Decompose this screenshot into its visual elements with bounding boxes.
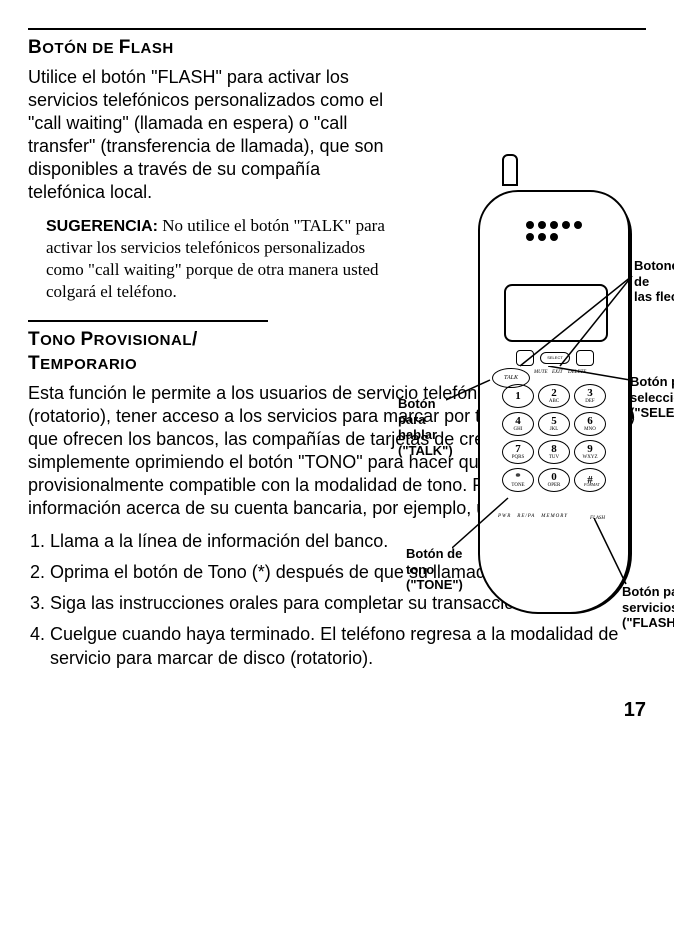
key-#: # [574,468,606,492]
phone-illustration: SELECT TALK MUTE EXIT DELETE 12ABC3DEF4G… [398,178,674,728]
flash-intro: Utilice el botón "FLASH" para activar lo… [28,66,388,204]
key-0: 0OPER [538,468,570,492]
callout-talk: Botónparahablar("TALK") [398,396,464,458]
flash-title: BOTÓN DE FLASH [28,28,646,60]
key-9: 9WXYZ [574,440,606,464]
key-8: 8TUV [538,440,570,464]
key-4: 4GHI [502,412,534,436]
tip: SUGERENCIA: No utilice el botón "TALK" p… [46,215,386,304]
keypad: 12ABC3DEF4GHI5JKL6MNO7PQRS8TUV9WXYZ*TONE… [496,384,612,492]
key-1: 1 [502,384,534,408]
callout-arrows: Botones delas flechas [634,258,674,305]
key-6: 6MNO [574,412,606,436]
callout-flash: Botón paraservicios("FLASH") [622,584,674,631]
tono-title: TONO PROVISIONAL/ TEMPORARIO [28,320,268,377]
callout-tone: Botón detono("TONE") [406,546,476,593]
key-*: *TONE [502,468,534,492]
key-7: 7PQRS [502,440,534,464]
callout-select: Botón paraseleccionar("SELECT") [630,374,674,421]
key-5: 5JKL [538,412,570,436]
